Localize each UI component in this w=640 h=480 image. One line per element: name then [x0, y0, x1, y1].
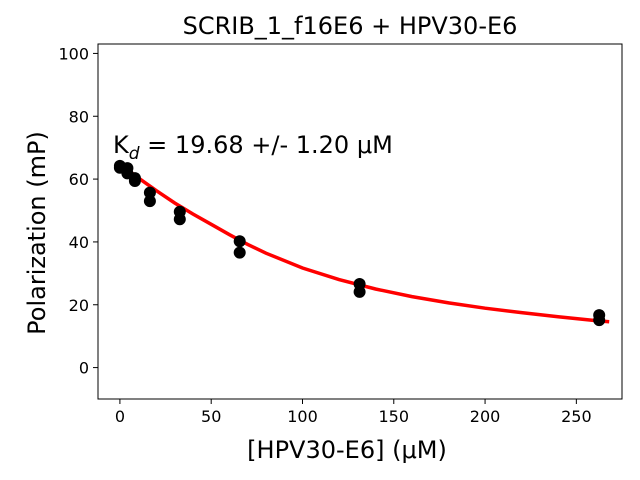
data-point [143, 195, 156, 208]
y-tick-label: 0 [79, 359, 89, 378]
x-tick-label: 200 [470, 407, 501, 426]
data-point [143, 186, 156, 199]
kd-value: 19.68 [175, 131, 244, 159]
x-tick-label: 250 [561, 407, 592, 426]
y-tick-label: 60 [69, 170, 89, 189]
data-point [233, 235, 246, 248]
kd-unit: μM [357, 131, 393, 159]
chart-title: SCRIB_1_f16E6 + HPV30-E6 [183, 12, 518, 40]
kd-subscript: d [129, 144, 140, 164]
y-tick-label: 20 [69, 296, 89, 315]
x-tick-label: 100 [287, 407, 318, 426]
y-tick-label: 40 [69, 233, 89, 252]
data-point [233, 246, 246, 259]
plot-area: 0 50 100 150 200 250 0 20 40 60 80 100 [58, 44, 610, 426]
x-tick-label: 50 [201, 407, 221, 426]
kd-equals: = [140, 131, 175, 159]
x-tick-label: 0 [115, 407, 125, 426]
y-tick-label: 80 [69, 107, 89, 126]
kd-plus-minus: +/- [244, 131, 296, 159]
y-tick-label: 100 [58, 44, 89, 63]
data-point [593, 314, 606, 327]
y-axis-label: Polarization (mP) [23, 131, 51, 335]
data-point [173, 213, 186, 226]
kd-annotation: Kd = 19.68 +/- 1.20 μM [113, 131, 393, 164]
data-point [128, 175, 141, 187]
x-tick-label: 150 [379, 407, 410, 426]
kd-error: 1.20 [296, 131, 349, 159]
kd-space [349, 131, 357, 159]
data-point [353, 285, 366, 298]
axes-frame [97, 43, 623, 400]
fit-curve [118, 162, 610, 324]
x-axis-label: [HPV30-E6] (μM) [247, 436, 447, 464]
